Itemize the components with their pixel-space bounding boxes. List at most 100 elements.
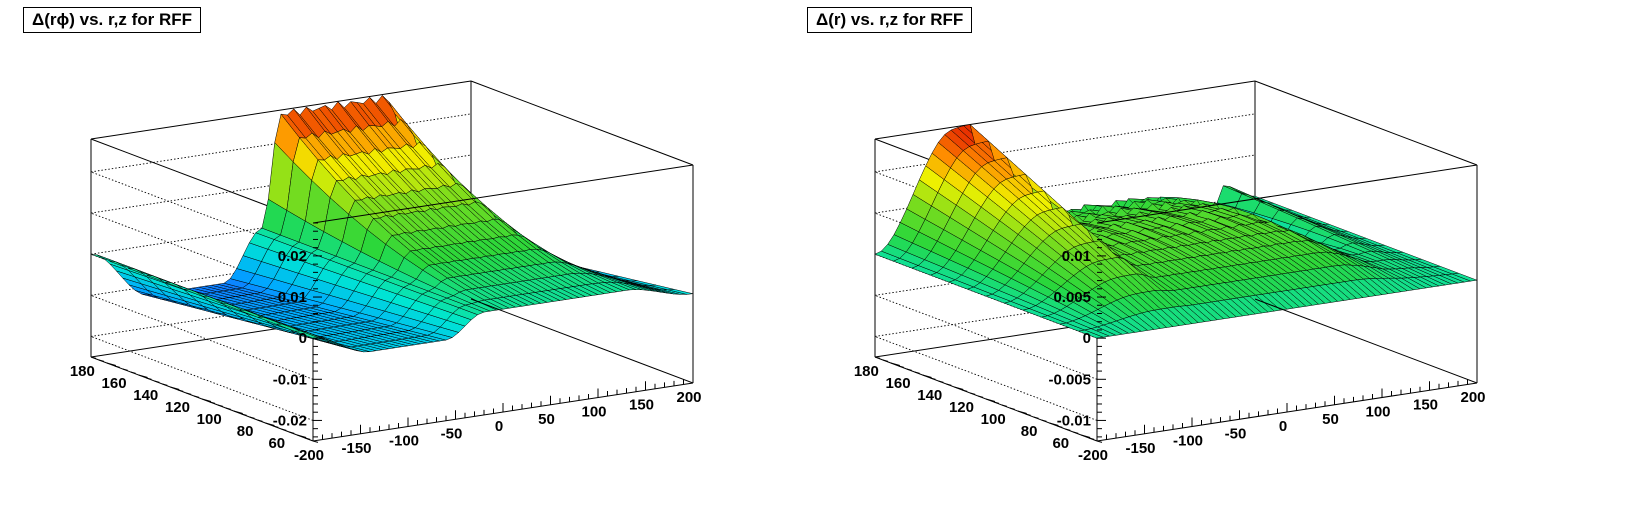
y-axis-tick <box>90 356 97 359</box>
y-tick-label: 160 <box>886 375 911 392</box>
y-axis-tick <box>1081 434 1091 439</box>
x-tick-label: -100 <box>1173 433 1203 450</box>
grid-line <box>90 294 314 380</box>
y-axis-tick <box>1088 437 1095 440</box>
y-axis-tick <box>970 392 976 395</box>
back-edge <box>90 80 472 140</box>
y-axis-tick <box>281 428 287 431</box>
chart-title-rphi: Δ(rϕ) vs. r,z for RFF <box>23 7 202 33</box>
y-axis-tick <box>304 437 311 440</box>
y-axis-tick <box>312 440 319 443</box>
grid-line <box>874 294 1098 380</box>
y-axis-tick <box>938 380 944 383</box>
front-edge <box>1254 80 1478 166</box>
y-axis-tick <box>98 359 105 362</box>
x-tick-label: -50 <box>441 425 463 442</box>
y-tick-label: 60 <box>1052 435 1069 452</box>
z-tick-label: -0.01 <box>273 371 307 388</box>
y-axis-tick <box>186 392 192 395</box>
front-edge <box>470 298 694 384</box>
y-axis-tick <box>1033 416 1039 419</box>
surface-plot-r: -200 -150 -100 -50 0 50 100 150 200 60 80 100 120 140… <box>854 80 1486 464</box>
y-axis-tick <box>1073 431 1079 434</box>
y-axis-tick <box>977 395 984 398</box>
y-tick-label: 120 <box>165 399 190 416</box>
y-axis-tick <box>1057 425 1063 428</box>
surface <box>90 94 694 353</box>
y-axis-tick <box>1041 419 1047 422</box>
grid-line <box>90 113 472 173</box>
x-tick-label: -50 <box>1225 425 1247 442</box>
y-axis-tick <box>146 377 152 380</box>
x-tick-label: 150 <box>1413 396 1438 413</box>
front-edge <box>1254 298 1478 384</box>
y-tick-label: 100 <box>981 411 1006 428</box>
y-axis-tick <box>962 389 968 392</box>
z-tick-label: -0.01 <box>1057 412 1091 429</box>
y-axis-tick <box>138 374 148 379</box>
x-tick-label: 100 <box>581 404 606 421</box>
z-tick-label: 0 <box>299 330 307 347</box>
y-axis-tick <box>225 407 231 410</box>
y-axis-tick <box>946 383 952 386</box>
x-tick-label: -150 <box>1125 440 1155 457</box>
x-tick-label: -200 <box>1078 447 1108 464</box>
y-axis-tick <box>1001 404 1007 407</box>
y-axis-tick <box>289 431 295 434</box>
z-tick-label: 0.005 <box>1053 289 1091 306</box>
y-axis-tick <box>265 422 275 427</box>
y-axis-tick <box>882 359 889 362</box>
x-tick-label: 0 <box>1279 418 1287 435</box>
y-axis-tick <box>906 368 912 371</box>
y-axis-tick <box>930 377 936 380</box>
y-axis-tick <box>1025 413 1031 416</box>
x-tick-label: -150 <box>341 440 371 457</box>
z-tick-label: 0.01 <box>1062 248 1091 265</box>
y-axis-tick <box>193 395 200 398</box>
y-axis-tick <box>1049 422 1059 427</box>
y-axis-tick <box>914 371 920 374</box>
y-axis-tick <box>233 410 243 415</box>
y-axis-tick <box>1065 428 1071 431</box>
y-axis-tick <box>922 374 932 379</box>
z-tick-label: -0.02 <box>273 412 307 429</box>
y-tick-label: 180 <box>70 363 95 380</box>
y-axis-tick <box>162 383 168 386</box>
surface <box>874 123 1478 339</box>
grid-line <box>874 236 1256 296</box>
x-tick-label: 50 <box>538 411 555 428</box>
y-axis-tick <box>1017 410 1027 415</box>
y-axis-tick <box>130 371 136 374</box>
axes: -200 -150 -100 -50 0 50 100 150 200 60 80 100 120 140… <box>854 222 1486 464</box>
x-tick-label: 50 <box>1322 411 1339 428</box>
z-tick-label: 0 <box>1083 330 1091 347</box>
y-tick-label: 100 <box>197 411 222 428</box>
front-edge <box>1096 164 1478 224</box>
y-axis-tick <box>890 362 900 367</box>
y-axis-tick <box>217 404 223 407</box>
y-axis-tick <box>114 365 120 368</box>
z-tick-label: -0.005 <box>1048 371 1091 388</box>
grid-line <box>874 277 1256 337</box>
y-axis-tick <box>985 398 996 403</box>
chart-title-r: Δ(r) vs. r,z for RFF <box>807 7 973 33</box>
y-axis-tick <box>249 416 255 419</box>
y-axis-tick <box>209 401 216 404</box>
grid-line <box>874 336 1098 421</box>
y-tick-label: 80 <box>237 423 254 440</box>
z-tick-label: 0.01 <box>278 289 307 306</box>
z-tick-label: 0.02 <box>278 248 307 265</box>
x-tick-label: 100 <box>1365 404 1390 421</box>
y-axis-tick <box>1096 440 1103 443</box>
back-edge <box>874 80 1256 140</box>
surface-cell <box>668 289 694 295</box>
y-tick-label: 60 <box>268 435 285 452</box>
front-frame <box>312 80 694 442</box>
axes: -200 -150 -100 -50 0 50 100 150 200 60 80 100 120 140… <box>70 222 702 464</box>
y-axis-tick <box>954 386 964 391</box>
y-axis-tick <box>993 401 1000 404</box>
y-tick-label: 180 <box>854 363 879 380</box>
y-axis-tick <box>257 419 263 422</box>
y-tick-label: 120 <box>949 399 974 416</box>
y-axis-tick <box>297 434 307 439</box>
